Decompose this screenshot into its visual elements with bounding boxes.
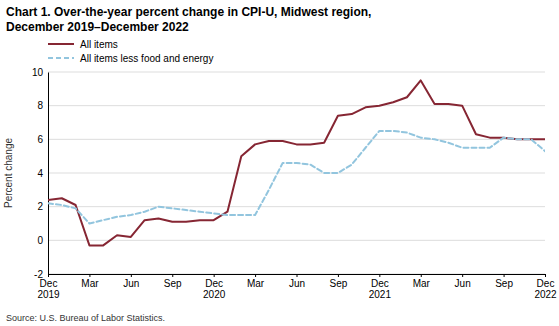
x-tick-label-line: Mar bbox=[247, 278, 265, 289]
y-tick-label: 6 bbox=[37, 134, 43, 145]
x-tick-label: Dec2021 bbox=[369, 278, 392, 300]
x-tick: Mar bbox=[81, 274, 99, 289]
x-tick-label: Mar bbox=[247, 278, 265, 289]
x-axis-line bbox=[49, 275, 546, 278]
x-tick-label-line: 2021 bbox=[369, 289, 392, 300]
annotation: Source: U.S. Bureau of Labor Statistics. bbox=[6, 313, 165, 323]
x-tick-label: Mar bbox=[81, 278, 99, 289]
legend-swatch bbox=[48, 43, 74, 45]
grid-line bbox=[48, 105, 545, 106]
y-axis-line bbox=[48, 73, 49, 275]
x-tick: Dec2019 bbox=[37, 274, 60, 300]
x-axis: Dec2019MarJunSepDec2020MarJunSepDec2021M… bbox=[37, 274, 557, 300]
x-tick-mark bbox=[504, 274, 505, 277]
x-tick-mark bbox=[379, 274, 380, 277]
y-tick: 10 bbox=[32, 67, 48, 78]
x-tick-label: Jun bbox=[123, 278, 139, 289]
grid-line bbox=[48, 72, 545, 73]
legend-item: All items less food and energy bbox=[48, 53, 213, 64]
subtitle: December 2019–December 2022 bbox=[6, 20, 189, 34]
x-tick-label: Jun bbox=[455, 278, 471, 289]
x-tick: Jun bbox=[455, 274, 471, 289]
x-tick-label-line: 2020 bbox=[203, 289, 226, 300]
x-tick-label: Mar bbox=[413, 278, 431, 289]
legend-swatch bbox=[48, 57, 74, 59]
x-tick-label-line: 2022 bbox=[534, 289, 557, 300]
legend-label: All items bbox=[80, 39, 118, 50]
y-tick: 6 bbox=[37, 134, 48, 145]
x-tick-mark bbox=[172, 274, 173, 277]
x-tick: Dec2021 bbox=[369, 274, 392, 300]
x-tick-label: Sep bbox=[164, 278, 182, 289]
x-tick-mark bbox=[255, 274, 256, 277]
x-tick: Mar bbox=[413, 274, 431, 289]
x-tick-label: Jun bbox=[289, 278, 305, 289]
grid-line bbox=[48, 206, 545, 207]
grid bbox=[48, 72, 545, 274]
y-tick: 0 bbox=[37, 235, 48, 246]
x-tick: Sep bbox=[495, 274, 513, 289]
x-tick-label-line: Sep bbox=[164, 278, 182, 289]
x-tick-mark bbox=[131, 274, 132, 277]
x-tick-mark bbox=[462, 274, 463, 277]
x-tick-mark bbox=[545, 274, 546, 277]
x-tick-label-line: Jun bbox=[455, 278, 471, 289]
grid-line bbox=[48, 139, 545, 140]
x-tick-label-line: Mar bbox=[81, 278, 99, 289]
y-tick: 2 bbox=[37, 201, 48, 212]
x-tick-label-line: Jun bbox=[289, 278, 305, 289]
legend-item: All items bbox=[48, 39, 118, 50]
grid-line bbox=[48, 240, 545, 241]
y-tick-label: 10 bbox=[32, 67, 44, 78]
x-tick-mark bbox=[297, 274, 298, 277]
x-tick-label-line: Dec bbox=[537, 278, 555, 289]
x-tick: Jun bbox=[289, 274, 305, 289]
y-tick: 8 bbox=[37, 100, 48, 111]
x-tick-mark bbox=[89, 274, 90, 277]
x-tick-mark bbox=[421, 274, 422, 277]
x-tick-label-line: Dec bbox=[205, 278, 223, 289]
plot: -20246810Dec2019MarJunSepDec2020MarJunSe… bbox=[32, 67, 557, 300]
x-tick: Dec2022 bbox=[534, 274, 557, 300]
legend-label: All items less food and energy bbox=[80, 53, 213, 64]
lines bbox=[48, 80, 545, 245]
x-tick-label: Dec2022 bbox=[534, 278, 557, 300]
series-line bbox=[48, 80, 545, 245]
legend: All items All items less food and energy bbox=[48, 39, 213, 64]
x-tick-label-line: Jun bbox=[123, 278, 139, 289]
x-tick: Jun bbox=[123, 274, 139, 289]
x-tick-label: Sep bbox=[330, 278, 348, 289]
y-tick-label: 0 bbox=[37, 235, 43, 246]
y-tick-label: 4 bbox=[37, 168, 43, 179]
series-line bbox=[48, 131, 545, 224]
x-tick-label-line: Mar bbox=[413, 278, 431, 289]
x-tick-mark bbox=[214, 274, 215, 277]
y-tick: 4 bbox=[37, 168, 48, 179]
x-tick: Dec2020 bbox=[203, 274, 226, 300]
y-tick-label: 8 bbox=[37, 100, 43, 111]
chart: Chart 1. Over-the-year percent change in… bbox=[0, 0, 559, 326]
x-tick-label: Dec2019 bbox=[37, 278, 60, 300]
x-tick-label-line: 2019 bbox=[37, 289, 60, 300]
title: Chart 1. Over-the-year percent change in… bbox=[6, 5, 371, 19]
x-tick: Sep bbox=[330, 274, 348, 289]
x-tick-label: Sep bbox=[495, 278, 513, 289]
y-axis-title: Percent change bbox=[3, 138, 14, 208]
x-tick-mark bbox=[338, 274, 339, 277]
y-tick-label: 2 bbox=[37, 201, 43, 212]
x-tick-label-line: Sep bbox=[495, 278, 513, 289]
x-tick: Mar bbox=[247, 274, 265, 289]
x-tick-label-line: Dec bbox=[371, 278, 389, 289]
grid-line bbox=[48, 173, 545, 174]
y-axis: -20246810 bbox=[32, 67, 49, 280]
x-tick-label-line: Dec bbox=[40, 278, 58, 289]
x-tick-label-line: Sep bbox=[330, 278, 348, 289]
x-tick-mark bbox=[48, 274, 49, 277]
x-tick: Sep bbox=[164, 274, 182, 289]
x-tick-label: Dec2020 bbox=[203, 278, 226, 300]
